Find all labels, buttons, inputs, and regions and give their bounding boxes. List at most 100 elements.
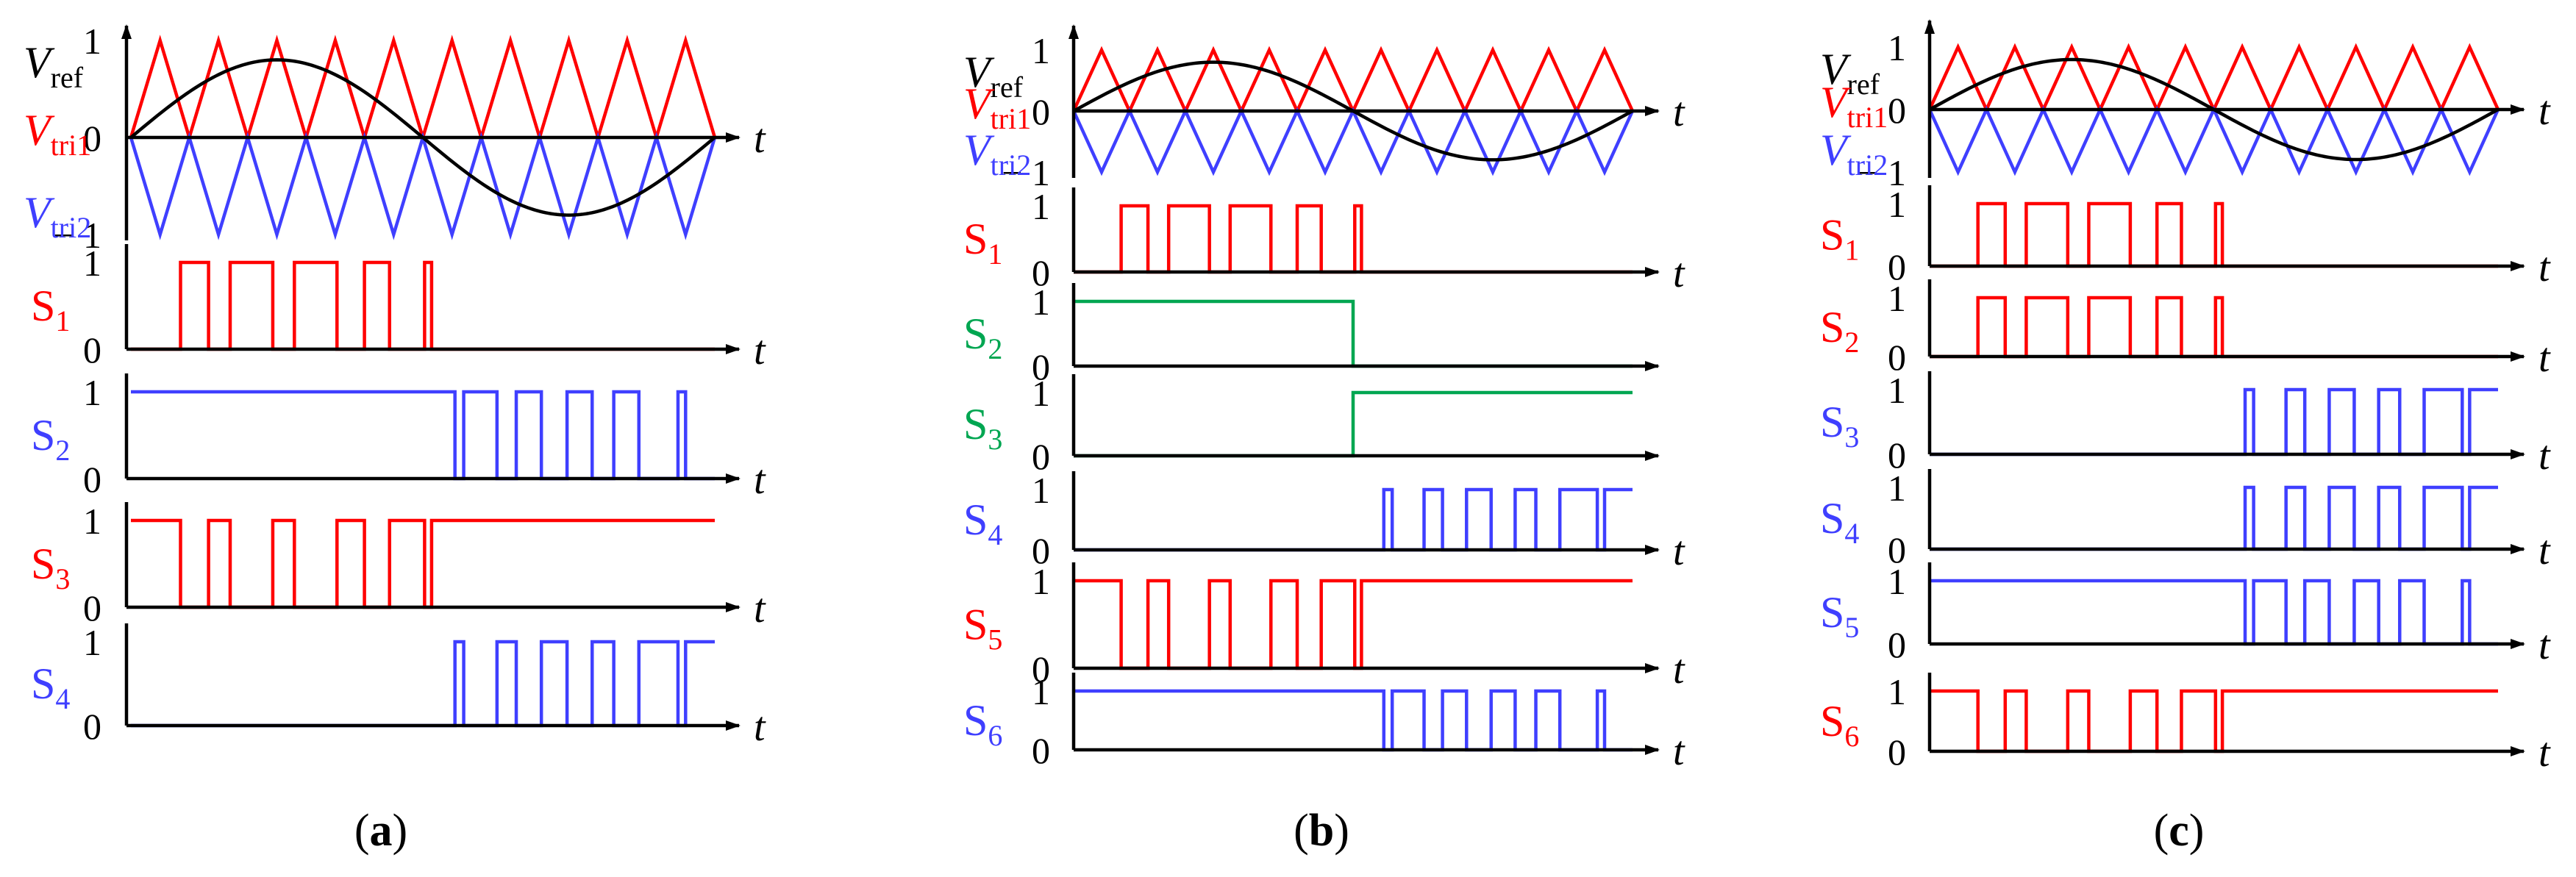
carrier-tick-1: 1 (1888, 27, 1906, 68)
switch-s2-tick-0: 0 (1032, 346, 1050, 387)
switch-s4-tick-0: 0 (83, 706, 101, 747)
switch-s3-tick-1: 1 (1032, 373, 1050, 414)
vtri1-label: Vtri1 (963, 79, 1031, 135)
vtri2-label: Vtri2 (963, 126, 1031, 182)
switch-s5-tick-0: 0 (1032, 648, 1050, 690)
switch-s2-t-label: t (2538, 335, 2551, 381)
carrier-vtri2-wave (1071, 107, 1635, 176)
vtri2-label: Vtri2 (24, 188, 91, 244)
switch-s3-tick-0: 0 (83, 587, 101, 629)
switch-s4-tick-1: 1 (1888, 468, 1906, 509)
carrier-vtri1-wave (129, 35, 717, 143)
carrier-tick-neg1: − 1 (53, 215, 101, 256)
switch-s1-waveform (1074, 204, 1633, 274)
switch-s4-t-label: t (1673, 529, 1685, 574)
switch-s2-tick-1: 1 (83, 372, 101, 413)
switch-s1-t-label: t (754, 328, 766, 373)
vtri2-label: Vtri2 (1820, 126, 1888, 182)
switch-s1-tick-0: 0 (83, 329, 101, 371)
switch-s2-label: S2 (31, 411, 70, 467)
switch-s6-t-label: t (2538, 730, 2551, 776)
switch-s5-t-label: t (2538, 623, 2551, 668)
switch-s5-waveform (1074, 579, 1633, 670)
switch-s1-tick-1: 1 (83, 243, 101, 284)
switch-s5-label: S5 (1820, 588, 1859, 644)
carrier-tick-1: 1 (1032, 30, 1050, 71)
switch-s2-waveform (131, 390, 715, 481)
switch-s3-tick-1: 1 (1888, 370, 1906, 411)
switch-s6-t-label: t (1673, 729, 1685, 774)
panel-c: (c) (1924, 19, 2500, 856)
carrier-vtri2-wave (129, 132, 717, 240)
switch-s1-label: S1 (31, 282, 70, 337)
switch-s3-label: S3 (31, 540, 70, 595)
switch-s5-label: S5 (963, 601, 1002, 656)
switch-s3-label: S3 (1820, 398, 1859, 454)
switch-s2-label: S2 (963, 309, 1002, 365)
switch-s4-tick-1: 1 (1032, 470, 1050, 511)
switch-s6-tick-0: 0 (1032, 730, 1050, 771)
switch-s4-tick-0: 0 (1032, 530, 1050, 571)
switch-s2-label: S2 (1820, 303, 1859, 359)
switch-s2-waveform (1930, 296, 2498, 359)
vref-label: Vref (963, 48, 1024, 104)
switch-s1-label: S1 (1820, 211, 1859, 267)
switch-s6-tick-0: 0 (1888, 731, 1906, 773)
switch-s4-t-label: t (2538, 528, 2551, 573)
panel-caption-c: (c) (2154, 806, 2205, 856)
switch-s3-tick-0: 0 (1888, 434, 1906, 476)
switch-s4-label: S4 (31, 659, 70, 715)
switch-s3-waveform (131, 518, 715, 609)
carrier-t-label: t (1673, 90, 1685, 135)
switch-s2-tick-0: 0 (1888, 337, 1906, 378)
switch-s2-tick-1: 1 (1888, 278, 1906, 319)
vref-label: Vref (1820, 45, 1880, 101)
switch-s5-tick-1: 1 (1032, 561, 1050, 602)
switch-s3-waveform (1074, 390, 1633, 458)
switch-s4-t-label: t (754, 704, 766, 750)
switch-s5-t-label: t (1673, 647, 1685, 692)
switch-s6-label: S6 (963, 696, 1002, 752)
switch-s3-tick-1: 1 (83, 501, 101, 542)
switch-s1-waveform (1930, 201, 2498, 268)
vref-label: Vref (24, 38, 84, 94)
switch-s4-waveform (1930, 485, 2498, 551)
panel-caption-a: (a) (354, 806, 407, 856)
switch-s4-waveform (1074, 487, 1633, 552)
panel-a: (a) (121, 24, 717, 856)
carrier-tick-0: 0 (1032, 91, 1050, 132)
switch-s2-waveform (1074, 299, 1633, 368)
carrier-vtri1-wave (1927, 43, 2500, 114)
carrier-tick-1: 1 (83, 21, 101, 62)
switch-s1-t-label: t (1673, 251, 1685, 296)
carrier-tick-neg1: − 1 (1002, 152, 1050, 193)
switch-s4-waveform (131, 640, 715, 728)
switch-s4-label: S4 (1820, 494, 1859, 550)
switch-s5-waveform (1930, 579, 2498, 646)
switch-s1-waveform (131, 260, 715, 351)
switch-s4-tick-1: 1 (83, 622, 101, 663)
switch-s6-label: S6 (1820, 697, 1859, 753)
switch-s3-tick-0: 0 (1032, 436, 1050, 477)
panel-caption-b: (b) (1294, 806, 1349, 856)
carrier-vtri1-wave (1071, 46, 1635, 115)
switch-s1-tick-0: 0 (1888, 246, 1906, 287)
carrier-t-label: t (2538, 88, 2551, 134)
switch-s1-label: S1 (963, 215, 1002, 271)
switch-s3-waveform (1930, 387, 2498, 457)
switch-s2-t-label: t (754, 457, 766, 503)
carrier-t-label: t (754, 116, 766, 162)
switch-s6-tick-1: 1 (1888, 671, 1906, 712)
switch-s1-tick-1: 1 (1032, 186, 1050, 227)
vtri1-label: Vtri1 (24, 106, 91, 162)
switch-s5-tick-0: 0 (1888, 624, 1906, 665)
switch-s6-tick-1: 1 (1032, 671, 1050, 712)
switch-s3-label: S3 (963, 400, 1002, 456)
carrier-tick-0: 0 (1888, 90, 1906, 131)
vtri1-label: Vtri1 (1820, 78, 1888, 134)
carrier-tick-neg1: − 1 (1858, 152, 1906, 193)
panel-b: (b) (1068, 24, 1635, 856)
carrier-vtri2-wave (1927, 105, 2500, 176)
switch-s6-waveform (1930, 689, 2498, 753)
